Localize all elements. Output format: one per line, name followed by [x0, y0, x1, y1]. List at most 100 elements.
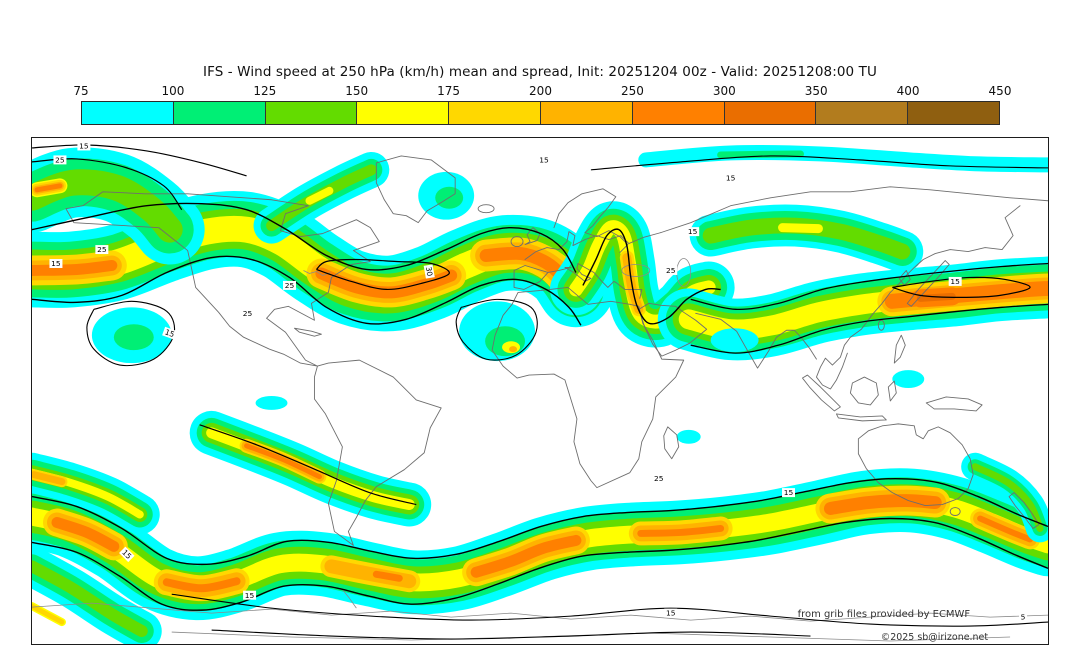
band-nh-spot-siberia	[778, 223, 823, 234]
colorbar-tick: 350	[804, 84, 828, 98]
coastline-iberia	[513, 265, 549, 290]
colorbar-tick: 125	[253, 84, 277, 98]
colorbar-tick: 200	[529, 84, 552, 98]
band-sh-sw-corner-core	[32, 603, 65, 625]
contour-label-text: 25	[285, 281, 295, 290]
patch-sam-north-cyan	[255, 395, 288, 410]
band-sh-core-2	[162, 577, 241, 593]
weather-map: 15 25 25 15 25 25 15 30 25 15 15 15 15 25 15 15 15 5 15 fr…	[31, 137, 1049, 645]
coastline-sumatra	[802, 374, 841, 412]
contour-label: 25	[652, 474, 666, 484]
coastline-tasmania	[949, 507, 961, 516]
spread-contour-0	[32, 144, 247, 177]
contour-label-chip	[686, 227, 700, 237]
band-sh-core-4	[470, 534, 582, 578]
contour-label-chip	[782, 488, 795, 498]
band-sh-sw-corner	[32, 560, 148, 638]
contour-label-text: 15	[784, 488, 794, 497]
colorbar-tick: 450	[988, 84, 1012, 98]
contour-label: 15	[77, 141, 91, 151]
contour-label-chip	[95, 245, 109, 255]
colorbar-tick: 175	[437, 84, 461, 98]
contour-label: 15	[49, 259, 63, 268]
patch-tropic-atl-green	[485, 326, 526, 357]
spread-contour-12	[211, 629, 811, 640]
spread-contours	[32, 144, 1048, 640]
coastlines	[32, 155, 1048, 642]
colorbar-ticks: 75 100 125 150 175 200 250 300 350 400 450	[73, 84, 1011, 98]
coastline-antarctic-peninsula	[341, 587, 357, 609]
contour-label-text: 15	[51, 259, 61, 268]
spread-contour-8	[590, 155, 1048, 171]
contour-label-text: 15	[79, 142, 89, 151]
coastline-antarctica-1	[32, 602, 1048, 622]
contour-label-chip	[283, 280, 296, 290]
coastline-japan	[906, 260, 950, 307]
colorbar-tick: 400	[896, 84, 920, 98]
coastline-ireland	[510, 236, 524, 248]
contour-label-text: 15	[688, 227, 698, 236]
coastline-africa	[491, 286, 685, 489]
contour-label: 25	[241, 308, 255, 318]
colorbar-segment-75-100	[82, 102, 173, 124]
contour-label-text: 15	[666, 609, 676, 618]
contour-label-text: 25	[243, 309, 253, 318]
spread-contour-2	[32, 202, 577, 273]
colorbar-tick: 100	[161, 84, 185, 98]
band-sh-core-indian	[637, 524, 725, 537]
contour-label-text: 30	[424, 266, 435, 277]
spread-contour-3	[32, 255, 582, 326]
band-sh-core-1	[51, 517, 120, 552]
contour-label-text: 15	[245, 591, 255, 600]
contour-label-text: 15	[539, 156, 549, 165]
contour-label-chip	[664, 265, 678, 275]
colorbar-segment-350-400	[815, 102, 908, 124]
spread-contour-11	[171, 593, 1048, 627]
coastline-taiwan	[877, 319, 885, 331]
contour-label-text: 25	[97, 245, 107, 254]
spread-contour-10	[32, 517, 1048, 611]
contour-label-text: 25	[654, 474, 664, 483]
coastline-east-asia	[816, 205, 1021, 390]
coastline-australia	[857, 423, 974, 506]
band-nh-greenland-spot	[305, 186, 334, 205]
contour-label: 15	[243, 590, 257, 600]
contour-label: 15	[948, 276, 962, 286]
contour-label: 15	[664, 608, 678, 618]
patch-tropic-atl-orange	[509, 346, 518, 353]
contour-label-chip	[49, 259, 63, 268]
coastline-iceland	[477, 204, 495, 214]
coastline-cuba	[294, 327, 322, 337]
colorbar-segment-200-250	[539, 102, 632, 124]
colorbar-segment-300-350	[723, 102, 816, 124]
contour-label: 25	[95, 245, 109, 255]
spread-contour-15	[455, 298, 538, 361]
contour-label-text: 25	[55, 156, 65, 165]
colorbar-segment-175-200	[448, 102, 540, 124]
coastline-south-america	[313, 359, 442, 546]
spread-contour-5	[582, 228, 721, 325]
colorbar-tick: 75	[73, 84, 89, 98]
coastline-madagascar	[663, 426, 680, 460]
spread-contour-9	[32, 477, 1048, 566]
patch-pacific-trop-cyan	[892, 370, 925, 389]
coastline-siberia-arctic	[660, 186, 1048, 234]
spread-contour-7	[690, 303, 1048, 354]
spread-contour-6	[690, 262, 1048, 311]
band-sh-spot-3	[372, 570, 403, 582]
contour-label: 15	[537, 155, 551, 165]
colorbar-tick: 150	[345, 84, 369, 98]
contour-label-text: 15	[726, 173, 736, 182]
coastline-uk	[524, 227, 541, 246]
contour-label: 15	[686, 227, 700, 237]
spread-contour-14	[892, 276, 1031, 298]
contour-label-chip	[77, 141, 91, 151]
colorbar-segment-100-125	[172, 102, 265, 124]
coastline-philippines	[893, 334, 906, 364]
colorbar-tick: 250	[620, 84, 644, 98]
contour-label-chip	[652, 474, 666, 484]
contour-label: 30	[423, 264, 435, 279]
